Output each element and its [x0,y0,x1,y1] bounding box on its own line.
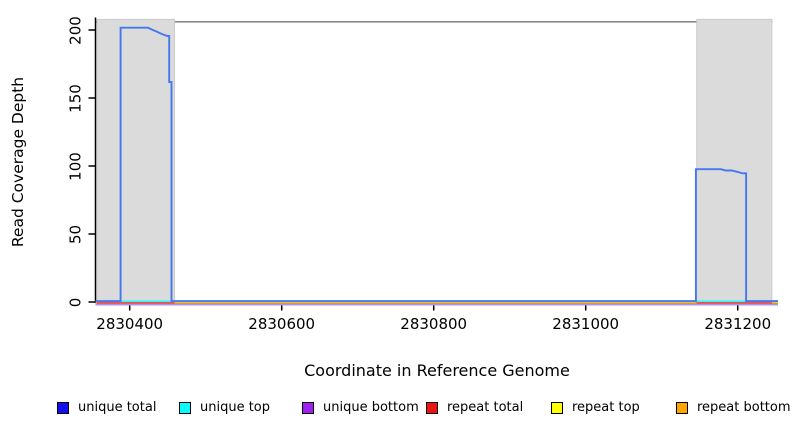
series-unique-total [95,26,778,303]
legend-swatch [302,401,314,414]
legend-label: unique top [200,400,271,415]
x-tick-label: 2830400 [96,315,164,333]
legend-label: repeat total [447,400,524,415]
legend-swatch [426,401,438,414]
x-axis-title: Coordinate in Reference Genome [304,361,570,380]
legend-swatch [179,401,191,414]
y-tick-label: 150 [66,83,85,113]
legend-label: unique total [78,400,157,415]
repeat-region [96,18,175,303]
legend-swatch [551,401,563,414]
x-tick-label: 2831200 [704,315,772,333]
x-tick-label: 2830800 [400,315,468,333]
legend-item-unique-bottom: unique bottom [302,399,419,416]
y-axis-title: Read Coverage Depth [9,76,27,248]
x-tick-label: 2831000 [552,315,620,333]
y-tick-label: 0 [66,297,85,307]
legend-item-repeat-bottom: repeat bottom [676,399,791,416]
legend-item-repeat-total: repeat total [426,399,523,416]
legend-label: repeat top [572,400,640,415]
legend-swatch [676,401,688,414]
legend-swatch [57,401,69,414]
y-tick-label: 100 [66,151,85,181]
y-tick-label: 50 [66,224,85,244]
x-tick-label: 2830600 [248,315,316,333]
repeat-region [696,18,773,303]
legend-label: unique bottom [323,400,419,415]
legend-label: repeat bottom [697,400,791,415]
plot-legend: unique total unique top unique bottom repea… [0,399,792,421]
legend-item-unique-top: unique top [179,399,270,416]
y-tick-label: 200 [66,15,85,45]
legend-item-unique-total: unique total [57,399,156,416]
legend-item-repeat-top: repeat top [551,399,640,416]
